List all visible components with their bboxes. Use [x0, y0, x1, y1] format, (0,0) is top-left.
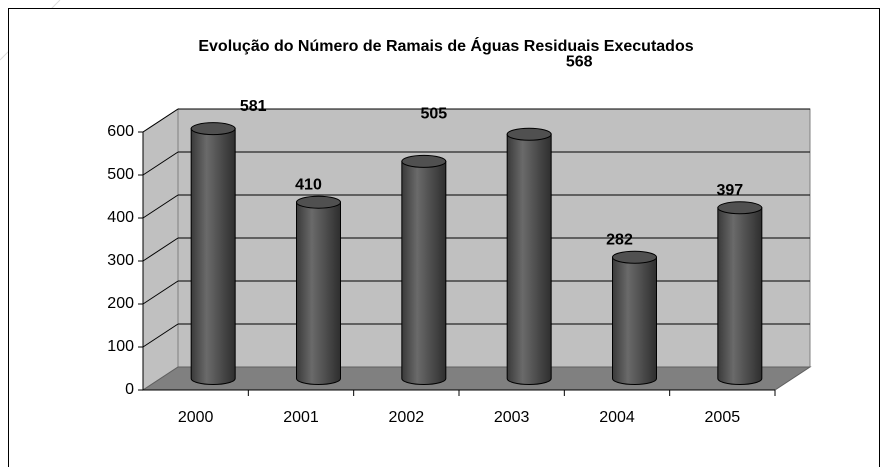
data-label: 397 [716, 182, 743, 199]
bar-top [296, 195, 341, 209]
grid-line [142, 194, 179, 219]
y-tick-label: 600 [107, 123, 134, 140]
y-tick-label: 300 [107, 252, 134, 269]
x-tick-label: 2002 [389, 409, 425, 426]
floor [141, 366, 812, 391]
grid-line [142, 237, 179, 262]
grid-line [142, 323, 179, 348]
bar-top [506, 127, 552, 141]
data-label: 505 [420, 106, 447, 123]
y-tick-label: 400 [107, 209, 134, 226]
y-tick-label: 100 [107, 338, 134, 355]
bar-top [612, 250, 657, 264]
bar-top [401, 154, 447, 168]
data-label: 581 [240, 98, 267, 115]
bar-top [190, 122, 236, 136]
grid-line [142, 108, 179, 133]
bar [506, 133, 552, 385]
bar [717, 207, 763, 385]
bar [190, 128, 236, 385]
grid-line [142, 151, 179, 176]
y-tick-label: 0 [125, 381, 134, 398]
x-tick-label: 2000 [178, 409, 214, 426]
grid-line [142, 280, 179, 305]
x-tick-label: 2001 [283, 409, 319, 426]
bar-top [717, 201, 763, 215]
chart-title: Evolução do Número de Ramais de Águas Re… [198, 36, 693, 55]
bar [612, 256, 657, 385]
bar [401, 160, 447, 385]
data-label: 282 [606, 231, 633, 248]
x-tick-label: 2003 [494, 409, 530, 426]
x-tick-label: 2004 [599, 409, 635, 426]
x-tick-label: 2005 [705, 409, 741, 426]
data-label: 568 [566, 53, 593, 70]
y-tick-label: 200 [107, 295, 134, 312]
bar [296, 201, 341, 385]
data-label: 410 [295, 176, 322, 193]
y-tick-label: 500 [107, 166, 134, 183]
